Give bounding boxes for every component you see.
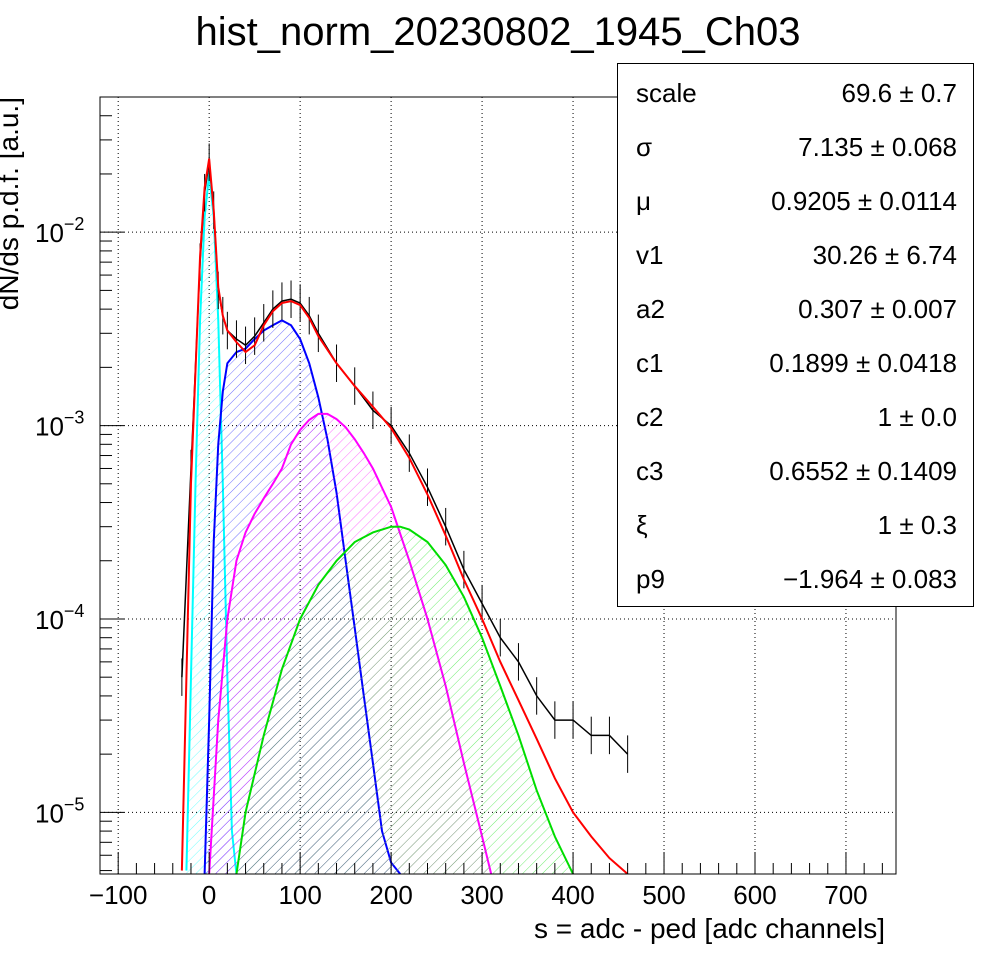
y-tick-base: 10 — [35, 798, 64, 828]
y-tick-label: 10−3 — [35, 408, 84, 442]
total-fit-curve — [180, 158, 629, 874]
x-tick-label: 400 — [551, 880, 594, 910]
y-tick-label: 10−5 — [35, 794, 84, 828]
x-tick-label: 600 — [733, 880, 776, 910]
y-tick-label: 10−2 — [35, 214, 84, 248]
y-tick-base: 10 — [35, 218, 64, 248]
component-fill-area — [236, 526, 574, 874]
x-tick-label: 100 — [278, 880, 321, 910]
y-tick-label: 10−4 — [35, 601, 84, 635]
y-tick-base: 10 — [35, 605, 64, 635]
chart-title: hist_norm_20230802_1945_Ch03 — [195, 10, 801, 54]
fit-parameter-name: scale — [636, 78, 697, 108]
fit-parameter-row: v1 30.26 ± 6.74 — [618, 226, 973, 280]
x-tick-label: 700 — [824, 880, 867, 910]
fit-parameter-row: μ 0.9205 ± 0.0114 — [618, 172, 973, 226]
fit-parameter-value: 0.1899 ± 0.0418 — [769, 348, 957, 378]
fit-parameter-value: 1 ± 0.3 — [877, 510, 957, 540]
y-tick-base: 10 — [35, 412, 64, 442]
series-layer — [180, 143, 629, 874]
y-axis-label: dN/ds p.d.f. [a.u.] — [0, 97, 24, 310]
fit-parameter-value: −1.964 ± 0.083 — [782, 564, 957, 594]
x-tick-label: 0 — [202, 880, 216, 910]
fit-parameter-name: ξ — [636, 510, 648, 540]
fit-parameter-row: a2 0.307 ± 0.007 — [618, 280, 973, 334]
x-axis-label: s = adc - ped [adc channels] — [534, 913, 885, 944]
fit-parameter-value: 30.26 ± 6.74 — [812, 240, 957, 270]
fit-parameter-name: a2 — [636, 294, 665, 324]
fit-parameter-name: σ — [636, 132, 653, 162]
y-axis-ticks: 10−210−310−410−5 — [35, 115, 124, 872]
fit-parameter-value: 1 ± 0.0 — [877, 402, 957, 432]
fit-parameters-box: scale 69.6 ± 0.7 σ 7.135 ± 0.068 μ 0.9205 ± 0… — [617, 63, 974, 607]
fit-parameter-name: c2 — [636, 402, 664, 432]
y-tick-exponent: −5 — [64, 794, 85, 814]
x-tick-label: 500 — [642, 880, 685, 910]
x-tick-label: 300 — [460, 880, 503, 910]
fit-parameter-value: 0.307 ± 0.007 — [798, 294, 957, 324]
fit-parameter-row: c2 1 ± 0.0 — [618, 388, 973, 442]
fit-parameter-value: 0.9205 ± 0.0114 — [771, 186, 957, 216]
fit-parameter-row: ξ 1 ± 0.3 — [618, 496, 973, 550]
fit-parameter-name: c3 — [636, 456, 664, 486]
y-tick-exponent: −2 — [64, 214, 85, 234]
fit-parameter-name: v1 — [636, 240, 664, 270]
fit-parameter-row: c3 0.6552 ± 0.1409 — [618, 442, 973, 496]
fit-parameter-row: p9 −1.964 ± 0.083 — [618, 550, 973, 604]
fit-parameter-row: c1 0.1899 ± 0.0418 — [618, 334, 973, 388]
y-tick-exponent: −4 — [64, 601, 85, 621]
fit-parameter-name: c1 — [636, 348, 664, 378]
fit-parameter-row: σ 7.135 ± 0.068 — [618, 118, 973, 172]
component-fit-curve — [235, 525, 574, 874]
fit-parameter-value: 7.135 ± 0.068 — [798, 132, 957, 162]
fit-parameter-row: scale 69.6 ± 0.7 — [618, 64, 973, 118]
fit-parameter-value: 69.6 ± 0.7 — [841, 78, 957, 108]
x-axis-ticks: −100 0 100 200 300 400 500 600 700 — [89, 852, 883, 910]
y-tick-exponent: −3 — [64, 408, 85, 428]
fit-parameter-name: μ — [636, 186, 651, 216]
fit-parameter-value: 0.6552 ± 0.1409 — [769, 456, 957, 486]
x-tick-label: −100 — [89, 880, 148, 910]
x-tick-label: 200 — [369, 880, 412, 910]
fit-parameter-name: p9 — [636, 564, 665, 594]
